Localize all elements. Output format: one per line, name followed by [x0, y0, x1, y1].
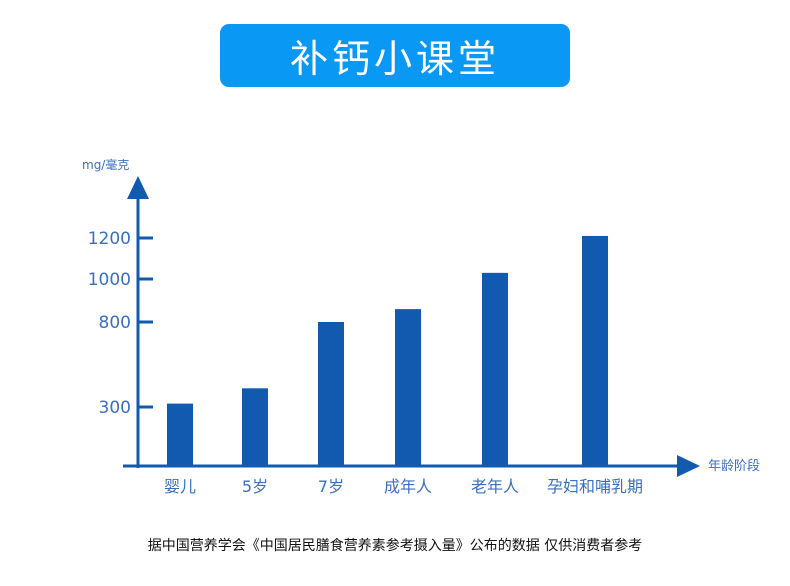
x-tick-label: 孕妇和哺乳期: [547, 477, 643, 496]
y-tick-label: 800: [99, 313, 131, 333]
bar-婴儿: [167, 403, 193, 466]
x-axis-arrow: [677, 455, 700, 477]
bar-老年人: [482, 272, 508, 466]
title-banner: 补钙小课堂: [220, 24, 570, 87]
bar-成年人: [395, 309, 421, 466]
x-tick-label: 5岁: [242, 477, 268, 496]
title: 补钙小课堂: [289, 37, 500, 81]
bar-5岁: [242, 388, 268, 466]
source-note: 据中国营养学会《中国居民膳食营养素参考摄入量》公布的数据 仅供消费者参考: [147, 538, 643, 554]
x-axis-label: 年龄阶段: [708, 459, 760, 474]
x-tick-label: 婴儿: [164, 477, 196, 496]
bar-7岁: [318, 322, 344, 466]
y-axis-label: mg/毫克: [82, 157, 129, 172]
y-tick-label: 1000: [88, 270, 131, 290]
x-tick-label: 成年人: [384, 477, 432, 496]
y-tick-label: 1200: [88, 229, 131, 249]
y-tick-label: 300: [99, 398, 131, 418]
x-tick-label: 7岁: [318, 477, 344, 496]
y-axis-arrow: [127, 176, 149, 199]
x-tick-label: 老年人: [471, 477, 519, 496]
bar-孕妇和哺乳期: [582, 235, 608, 466]
